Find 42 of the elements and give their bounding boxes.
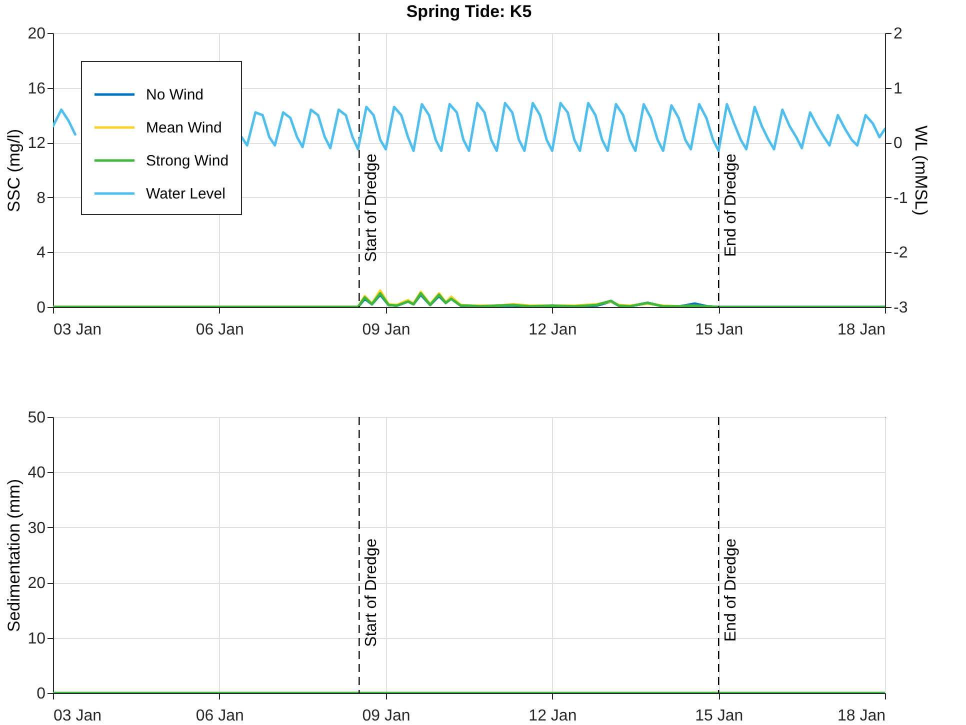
ref-line-label: End of Dredge xyxy=(722,153,740,257)
x-tick-label: 18 Jan xyxy=(837,708,886,724)
x-tick-label: 03 Jan xyxy=(54,322,102,338)
y-tick-label: 10 xyxy=(28,630,46,648)
y-tick-label: 0 xyxy=(36,686,46,702)
y2-tick-label: -2 xyxy=(894,244,908,262)
legend-label: Water Level xyxy=(146,186,226,202)
ref-line-label: Start of Dredge xyxy=(363,153,380,262)
y2-tick-label: 2 xyxy=(894,26,902,42)
x-tick-label: 09 Jan xyxy=(362,322,410,338)
x-tick-label: 03 Jan xyxy=(54,708,102,724)
y-axis-title: Sedimentation (mm) xyxy=(4,478,24,632)
y-tick-label: 50 xyxy=(28,410,46,426)
legend-label: Mean Wind xyxy=(146,120,222,136)
y2-axis-title: WL (mMSL) xyxy=(912,125,931,216)
x-tick-label: 15 Jan xyxy=(695,322,744,338)
legend-label: No Wind xyxy=(146,86,204,104)
y-tick-label: 20 xyxy=(28,26,46,42)
y-tick-label: 4 xyxy=(36,244,46,262)
x-tick-label: 18 Jan xyxy=(837,322,886,338)
chart-title: Spring Tide: K5 xyxy=(406,2,532,21)
y2-tick-label: 1 xyxy=(894,80,902,98)
y-tick-label: 30 xyxy=(28,520,46,537)
y-axis-title: SSC (mg/l) xyxy=(4,128,24,212)
x-tick-label: 15 Jan xyxy=(695,708,744,724)
y-tick-label: 16 xyxy=(28,80,46,98)
ref-line-label: End of Dredge xyxy=(722,538,740,642)
y2-tick-label: -3 xyxy=(894,300,908,316)
y2-tick-label: -1 xyxy=(894,190,908,207)
y-tick-label: 0 xyxy=(36,300,46,316)
x-tick-label: 06 Jan xyxy=(196,708,244,724)
x-tick-label: 12 Jan xyxy=(528,322,577,338)
x-tick-label: 06 Jan xyxy=(196,322,244,338)
y-tick-label: 12 xyxy=(28,135,46,152)
y-tick-label: 40 xyxy=(28,464,46,482)
x-tick-label: 12 Jan xyxy=(528,708,577,724)
ref-line-label: Start of Dredge xyxy=(363,538,380,647)
legend-label: Strong Wind xyxy=(146,152,229,170)
y-tick-label: 8 xyxy=(36,190,46,207)
y2-tick-label: 0 xyxy=(894,135,902,152)
x-tick-label: 09 Jan xyxy=(362,708,410,724)
y-tick-label: 20 xyxy=(28,575,46,592)
